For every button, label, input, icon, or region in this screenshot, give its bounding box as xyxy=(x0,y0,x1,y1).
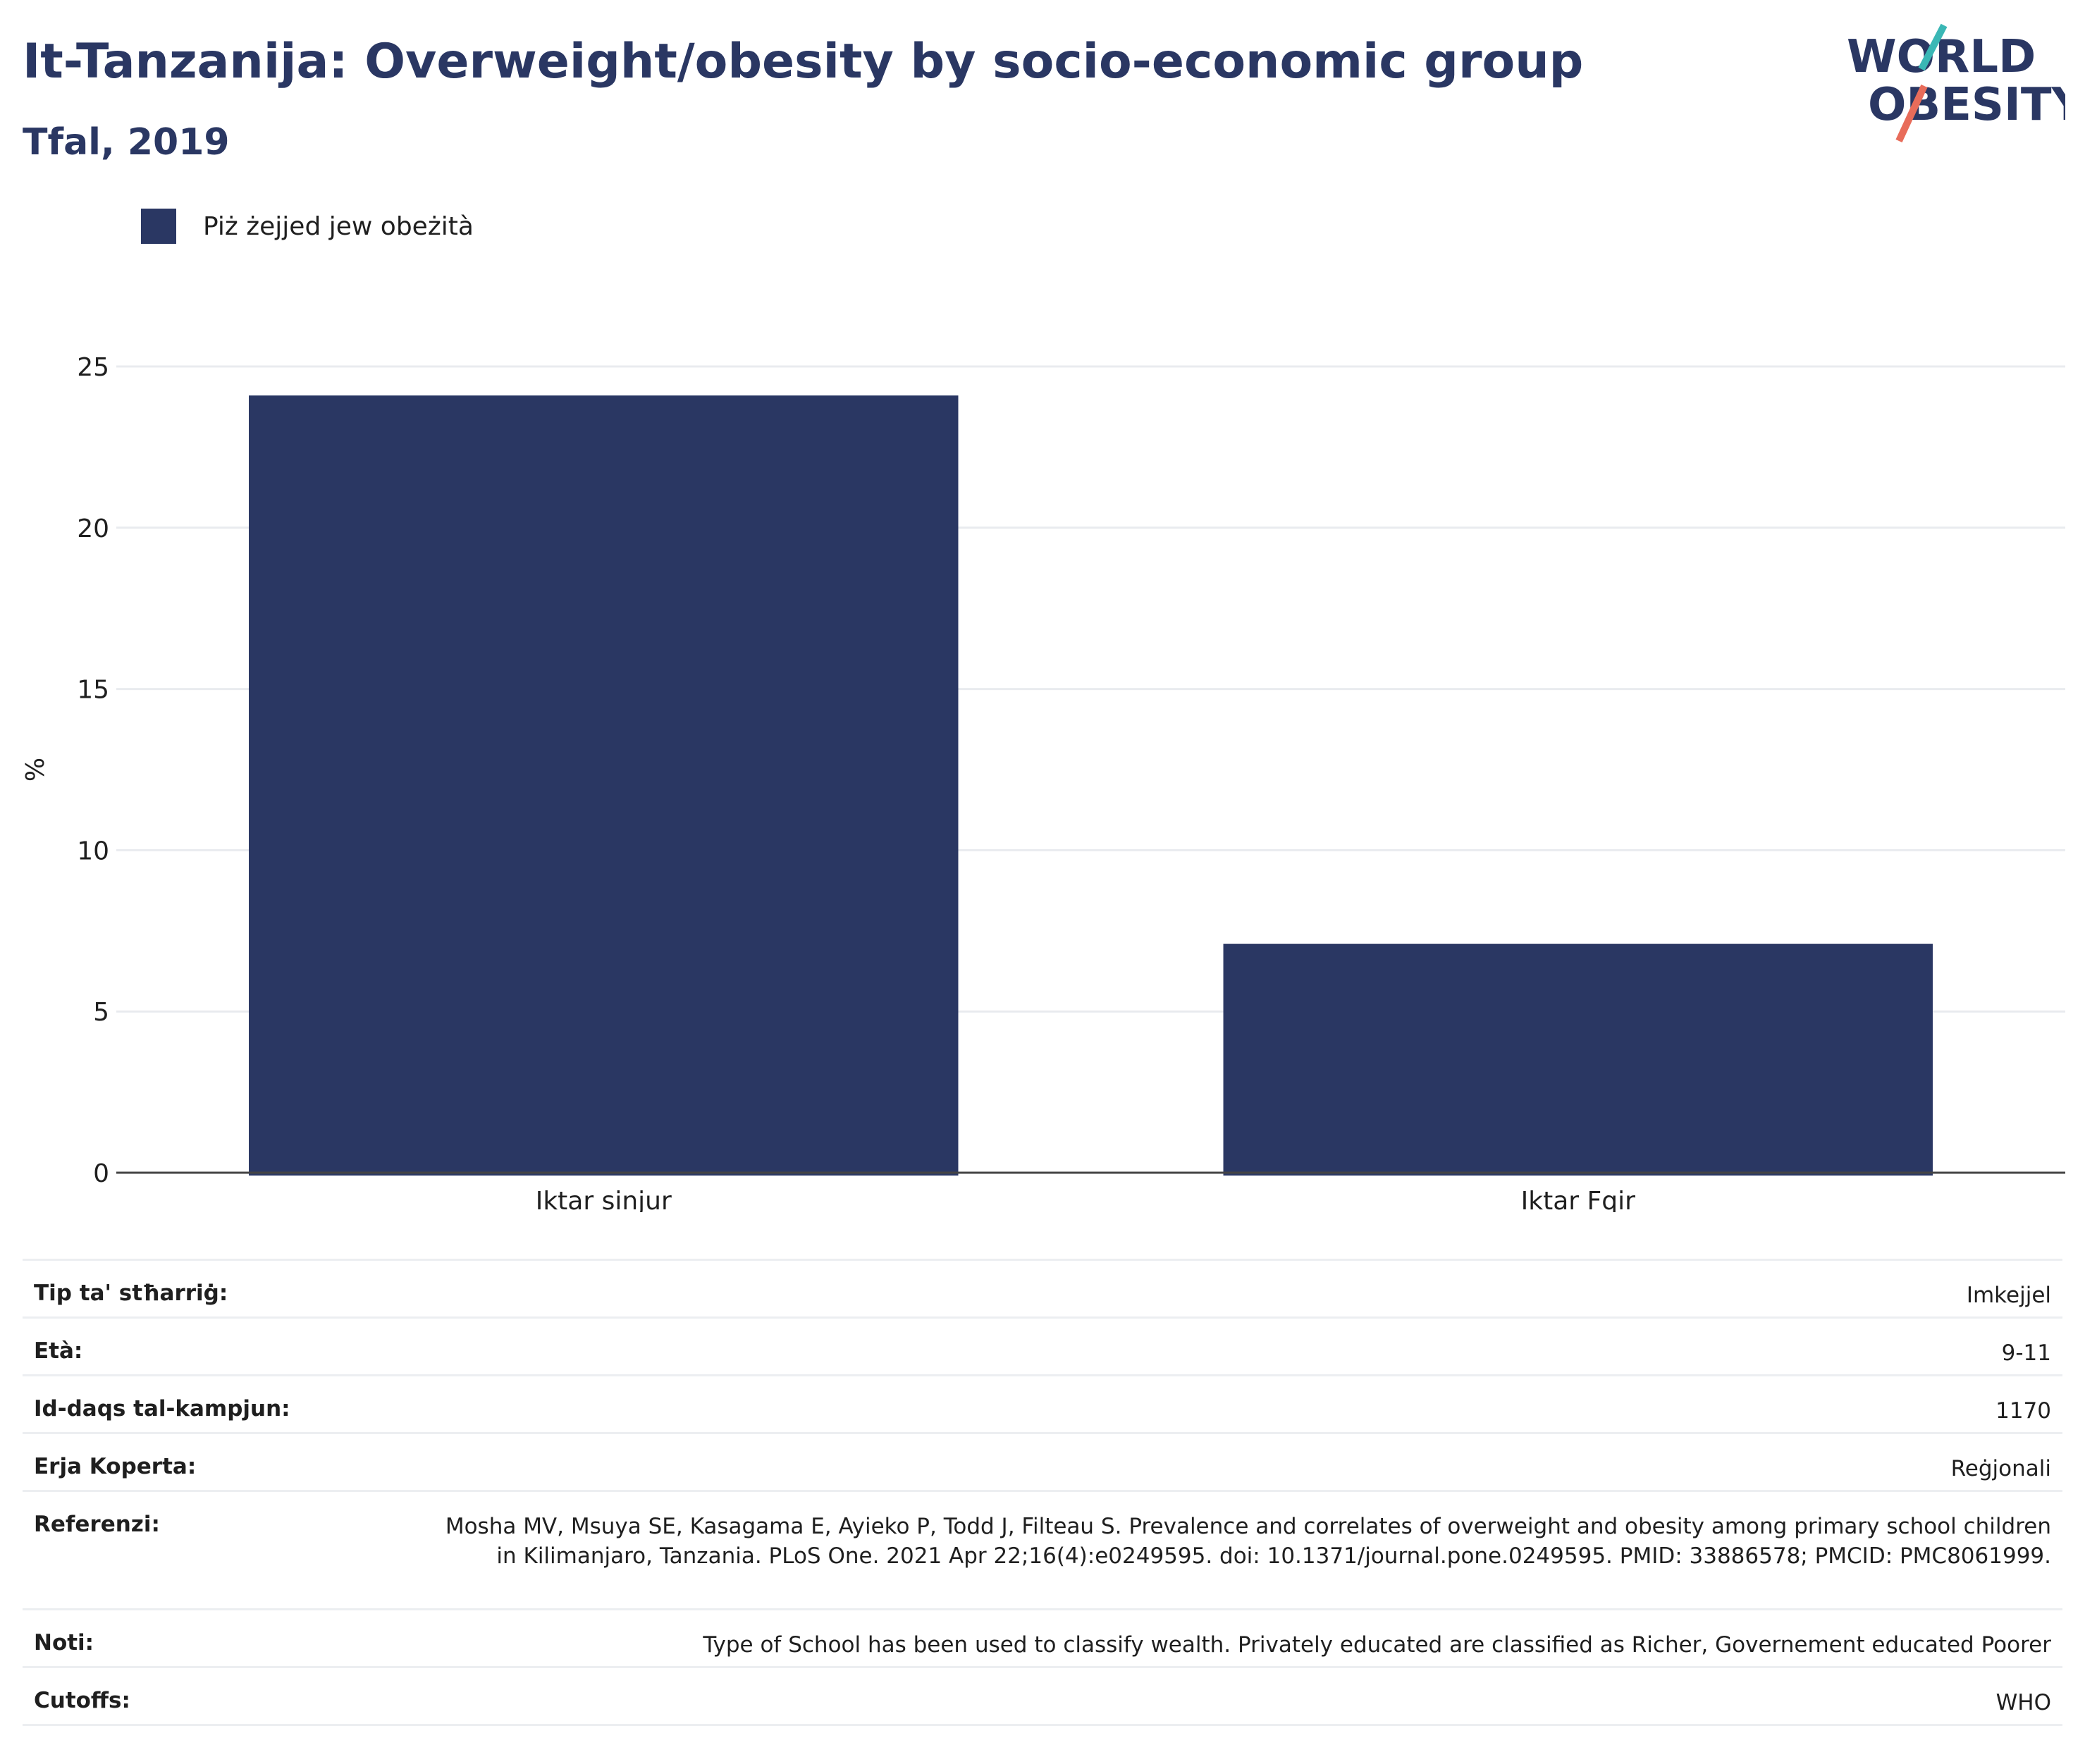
y-tick-label: 15 xyxy=(77,676,109,705)
info-row: Cutoffs: WHO xyxy=(23,1666,2062,1726)
info-row: Erja Koperta: Reġjonali xyxy=(23,1432,2062,1491)
x-tick-label: Iktar sinjur xyxy=(536,1187,672,1212)
bar[interactable] xyxy=(1223,944,1933,1176)
info-value: 1170 xyxy=(417,1374,2062,1433)
info-row: Id-daqs tal-kampjun: 1170 xyxy=(23,1374,2062,1433)
info-row: Referenzi: Mosha MV, Msuya SE, Kasagama E… xyxy=(23,1490,2062,1610)
info-label: Erja Koperta: xyxy=(23,1432,417,1491)
info-row: Noti: Type of School has been used to cla… xyxy=(23,1608,2062,1667)
info-row: Età: 9-11 xyxy=(23,1316,2062,1376)
info-label: Cutoffs: xyxy=(23,1666,417,1726)
legend-swatch xyxy=(141,209,176,244)
chart-title: It-Tanzanija: Overweight/obesity by soci… xyxy=(23,34,1584,90)
logo-line1: WORLD xyxy=(1847,31,2036,83)
x-tick-label: Iktar Fqir xyxy=(1521,1187,1635,1212)
logo-slash-teal xyxy=(1918,23,1948,71)
info-label: Tip ta' stħarriġ: xyxy=(23,1259,417,1318)
world-obesity-logo[interactable]: WORLD OBESITY xyxy=(1833,21,2065,148)
info-label: Età: xyxy=(23,1316,417,1376)
info-label: Referenzi: xyxy=(23,1490,417,1610)
legend: Piż żejjed jew obeżità xyxy=(141,209,474,244)
info-value: Type of School has been used to classify… xyxy=(417,1608,2062,1667)
y-tick-label: 5 xyxy=(93,998,109,1027)
info-value: Imkejjel xyxy=(417,1259,2062,1318)
info-table: Tip ta' stħarriġ: Imkejjel Età: 9-11 Id-daqs… xyxy=(23,1259,2062,1726)
y-tick-label: 25 xyxy=(77,353,109,382)
legend-label: Piż żejjed jew obeżità xyxy=(203,211,474,241)
chart-subtitle: Tfal, 2019 xyxy=(23,121,230,164)
y-axis-label: % xyxy=(21,758,50,782)
info-value: 9-11 xyxy=(417,1316,2062,1376)
bar[interactable] xyxy=(249,395,959,1176)
info-value: Mosha MV, Msuya SE, Kasagama E, Ayieko P… xyxy=(417,1490,2062,1610)
logo-line2: OBESITY xyxy=(1868,79,2065,131)
info-value: WHO xyxy=(417,1666,2062,1726)
logo-slash-coral xyxy=(1895,84,1928,143)
info-label: Noti: xyxy=(23,1608,417,1667)
info-value: Reġjonali xyxy=(417,1432,2062,1491)
bar-chart: 0 5 10 15 20 25 Iktar sinjur Iktar Fqir % xyxy=(21,353,2065,1212)
info-label: Id-daqs tal-kampjun: xyxy=(23,1374,417,1433)
info-row: Tip ta' stħarriġ: Imkejjel xyxy=(23,1259,2062,1318)
y-tick-label: 0 xyxy=(93,1159,109,1188)
y-tick-label: 10 xyxy=(77,837,109,865)
y-tick-label: 20 xyxy=(77,514,109,543)
